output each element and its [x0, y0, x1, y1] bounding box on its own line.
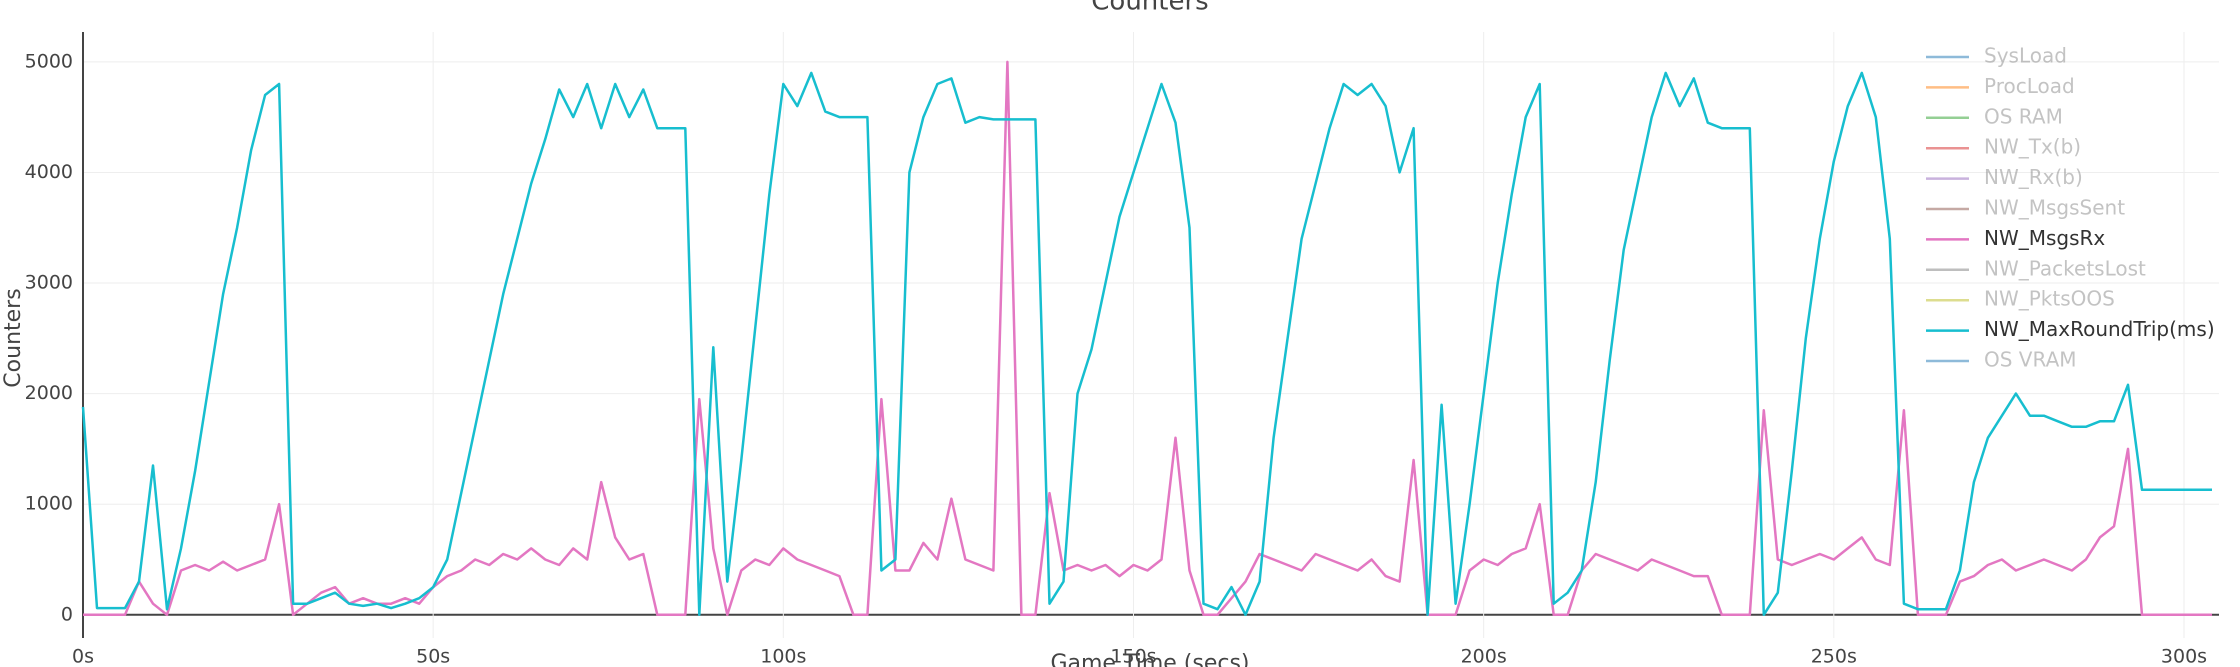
y-tick-label: 0 — [61, 603, 73, 625]
legend-label: NW_Rx(b) — [1984, 165, 2083, 189]
x-axis-label: Game Time (secs) — [1050, 651, 1249, 667]
legend-label: OS RAM — [1984, 104, 2063, 128]
legend-label: NW_PacketsLost — [1984, 256, 2146, 280]
legend-label: NW_PktsOOS — [1984, 287, 2115, 311]
y-tick-label: 2000 — [25, 382, 73, 404]
x-tick-label: 100s — [760, 646, 806, 667]
series-line — [83, 60, 2212, 617]
legend-label: NW_MsgsSent — [1984, 196, 2125, 220]
series-line — [81, 71, 2212, 617]
x-tick-label: 200s — [1461, 646, 1507, 667]
legend-label: NW_MaxRoundTrip(ms) — [1984, 317, 2215, 341]
y-tick-label: 3000 — [25, 272, 73, 294]
y-axis-label: Counters — [1, 288, 26, 387]
legend-label: NW_Tx(b) — [1984, 135, 2081, 159]
legend-label: OS VRAM — [1984, 348, 2077, 372]
legend-label: SysLoad — [1984, 44, 2067, 68]
x-tick-label: 50s — [416, 646, 450, 667]
chart-title: Counters — [1091, 0, 1208, 17]
y-tick-label: 5000 — [25, 50, 73, 72]
x-tick-label: 0s — [72, 646, 94, 667]
legend-label: ProcLoad — [1984, 74, 2075, 98]
x-tick-label: 150s — [1110, 646, 1156, 667]
y-tick-label: 4000 — [25, 161, 73, 183]
x-tick-label: 300s — [2161, 646, 2207, 667]
y-tick-label: 1000 — [25, 493, 73, 515]
x-tick-label: 250s — [1811, 646, 1857, 667]
legend-label: NW_MsgsRx — [1984, 226, 2105, 250]
